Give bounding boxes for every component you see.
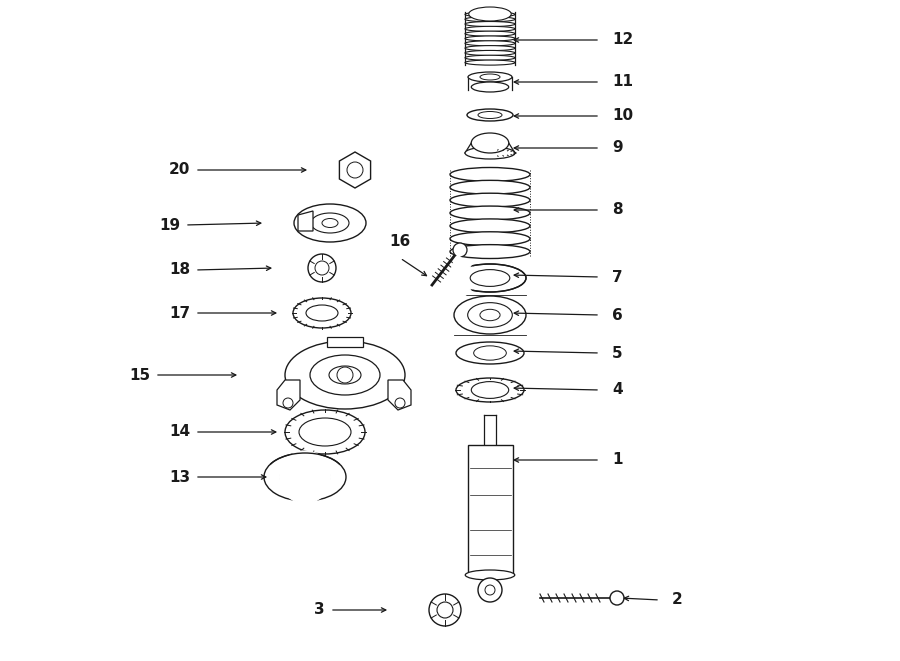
Circle shape bbox=[610, 591, 624, 605]
Ellipse shape bbox=[306, 305, 338, 321]
Ellipse shape bbox=[465, 12, 515, 17]
Text: 13: 13 bbox=[169, 469, 190, 485]
Ellipse shape bbox=[469, 7, 511, 21]
Ellipse shape bbox=[472, 381, 508, 399]
Ellipse shape bbox=[468, 72, 512, 82]
Ellipse shape bbox=[285, 410, 365, 454]
Text: 9: 9 bbox=[612, 141, 623, 155]
Text: 8: 8 bbox=[612, 202, 623, 217]
Ellipse shape bbox=[470, 270, 509, 286]
Polygon shape bbox=[339, 152, 371, 188]
Circle shape bbox=[453, 243, 467, 257]
Text: 15: 15 bbox=[129, 368, 150, 383]
Wedge shape bbox=[279, 451, 331, 503]
Ellipse shape bbox=[465, 147, 515, 159]
Ellipse shape bbox=[465, 36, 515, 41]
Ellipse shape bbox=[465, 50, 515, 56]
Text: 14: 14 bbox=[169, 424, 190, 440]
Ellipse shape bbox=[480, 74, 500, 80]
Ellipse shape bbox=[480, 309, 500, 321]
Text: 3: 3 bbox=[314, 602, 325, 617]
Circle shape bbox=[429, 594, 461, 626]
Ellipse shape bbox=[454, 264, 526, 292]
Ellipse shape bbox=[465, 17, 515, 22]
Ellipse shape bbox=[465, 570, 515, 580]
Ellipse shape bbox=[450, 232, 530, 246]
Text: 5: 5 bbox=[612, 346, 623, 360]
Ellipse shape bbox=[456, 342, 524, 364]
Ellipse shape bbox=[450, 245, 530, 258]
Text: 20: 20 bbox=[168, 163, 190, 178]
Ellipse shape bbox=[450, 193, 530, 207]
Bar bbox=[327, 337, 363, 347]
Text: 7: 7 bbox=[612, 270, 623, 284]
Circle shape bbox=[347, 162, 363, 178]
Ellipse shape bbox=[465, 22, 515, 26]
Ellipse shape bbox=[450, 206, 530, 220]
Text: 11: 11 bbox=[612, 75, 633, 89]
Ellipse shape bbox=[465, 31, 515, 36]
Circle shape bbox=[485, 585, 495, 595]
Ellipse shape bbox=[454, 296, 526, 334]
Text: 17: 17 bbox=[169, 305, 190, 321]
Ellipse shape bbox=[322, 219, 338, 227]
Ellipse shape bbox=[465, 60, 515, 65]
Ellipse shape bbox=[467, 109, 513, 121]
Text: 19: 19 bbox=[159, 217, 180, 233]
Ellipse shape bbox=[468, 303, 512, 327]
Ellipse shape bbox=[465, 26, 515, 31]
Ellipse shape bbox=[456, 378, 524, 402]
Circle shape bbox=[308, 254, 336, 282]
Polygon shape bbox=[277, 380, 300, 410]
Circle shape bbox=[437, 602, 453, 618]
Ellipse shape bbox=[472, 82, 508, 92]
Ellipse shape bbox=[329, 366, 361, 384]
Ellipse shape bbox=[465, 46, 515, 51]
Ellipse shape bbox=[310, 355, 380, 395]
Ellipse shape bbox=[299, 418, 351, 446]
Circle shape bbox=[283, 398, 293, 408]
Text: 2: 2 bbox=[672, 592, 683, 607]
Ellipse shape bbox=[294, 204, 366, 242]
Ellipse shape bbox=[264, 453, 346, 501]
Circle shape bbox=[337, 367, 353, 383]
Text: 4: 4 bbox=[612, 383, 623, 397]
Circle shape bbox=[395, 398, 405, 408]
Ellipse shape bbox=[285, 341, 405, 409]
Ellipse shape bbox=[450, 219, 530, 233]
Polygon shape bbox=[298, 211, 313, 231]
Text: 16: 16 bbox=[390, 235, 410, 249]
Circle shape bbox=[315, 261, 329, 275]
Wedge shape bbox=[450, 255, 471, 301]
Ellipse shape bbox=[450, 180, 530, 194]
Polygon shape bbox=[388, 380, 411, 410]
Circle shape bbox=[478, 578, 502, 602]
Ellipse shape bbox=[280, 462, 330, 492]
Text: 10: 10 bbox=[612, 108, 633, 124]
Ellipse shape bbox=[450, 167, 530, 181]
Text: 6: 6 bbox=[612, 307, 623, 323]
Ellipse shape bbox=[478, 112, 502, 118]
Ellipse shape bbox=[311, 213, 349, 233]
Ellipse shape bbox=[472, 133, 508, 153]
Ellipse shape bbox=[473, 346, 507, 360]
Ellipse shape bbox=[465, 56, 515, 60]
Bar bbox=[467, 445, 512, 575]
Ellipse shape bbox=[465, 41, 515, 46]
Text: 1: 1 bbox=[612, 453, 623, 467]
Ellipse shape bbox=[293, 298, 351, 328]
Text: 12: 12 bbox=[612, 32, 634, 48]
Text: 18: 18 bbox=[169, 262, 190, 278]
